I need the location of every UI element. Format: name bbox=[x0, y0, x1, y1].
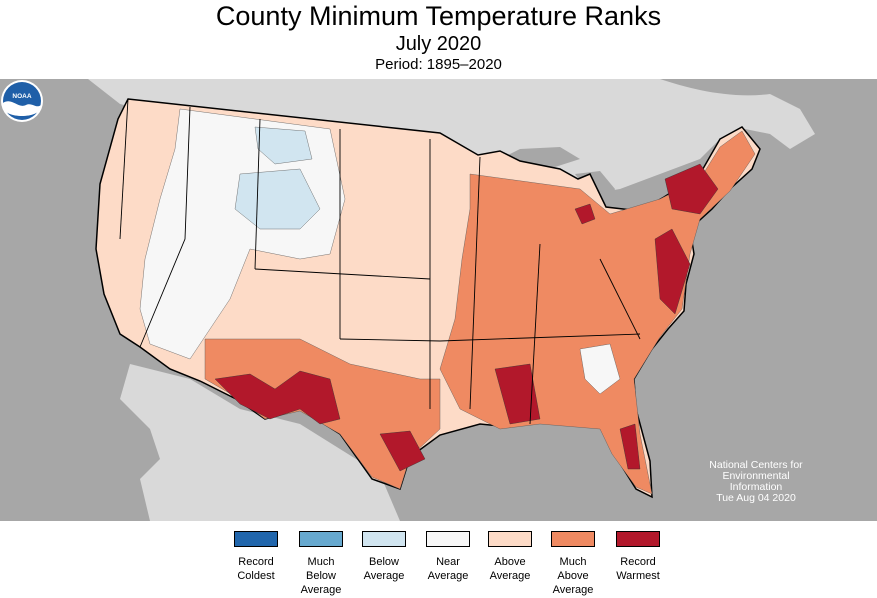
region-record-mississippi bbox=[494, 363, 541, 425]
region-near-average-southeast bbox=[579, 343, 621, 395]
legend-swatch-much-above bbox=[551, 531, 595, 547]
credit-date: Tue Aug 04 2020 bbox=[716, 492, 796, 504]
credit-line1: National Centers for bbox=[709, 459, 803, 471]
region-record-michigan bbox=[574, 203, 596, 225]
legend-label-much-below: Much Below Average bbox=[300, 556, 342, 596]
region-record-texas bbox=[379, 430, 426, 472]
credit-line2: Environmental bbox=[722, 470, 790, 482]
legend-label-much-above: Much Above Average bbox=[552, 556, 594, 596]
state-boundaries bbox=[119, 98, 641, 425]
legend-swatch-much-below bbox=[299, 531, 343, 547]
legend: Record Coldest Much Below Average Below Aver… bbox=[0, 529, 877, 598]
region-record-new-england bbox=[664, 163, 719, 215]
region-record-mid-atlantic bbox=[654, 228, 691, 315]
noaa-logo-icon: NOAA bbox=[1, 80, 43, 122]
legend-swatch-above bbox=[488, 531, 532, 547]
noaa-logo-text: NOAA bbox=[12, 93, 31, 100]
legend-swatch-below bbox=[362, 531, 406, 547]
map-period: Period: 1895–2020 bbox=[375, 56, 502, 73]
legend-swatch-near bbox=[426, 531, 470, 547]
legend-label-below: Below Average bbox=[363, 556, 405, 582]
map-title: County Minimum Temperature Ranks bbox=[215, 1, 662, 31]
credit-block: National Centers for Environmental Infor… bbox=[694, 460, 818, 504]
region-record-florida bbox=[619, 423, 641, 470]
legend-label-record-warmest: Record Warmest bbox=[616, 556, 660, 582]
credit-line3: Information bbox=[729, 481, 783, 493]
legend-swatch-record-warmest bbox=[616, 531, 660, 547]
legend-swatch-record-coldest bbox=[234, 531, 278, 547]
legend-label-near: Near Average bbox=[427, 556, 469, 582]
region-record-arizona bbox=[214, 370, 341, 425]
mexico-land bbox=[120, 364, 400, 521]
conus-map bbox=[88, 79, 815, 521]
legend-label-above: Above Average bbox=[489, 556, 531, 582]
map-subtitle: July 2020 bbox=[395, 33, 482, 55]
region-below-average-wyoming bbox=[234, 168, 321, 230]
map-panel: NOAA National Centers for Environmental … bbox=[0, 79, 877, 521]
legend-label-record-coldest: Record Coldest bbox=[237, 556, 275, 582]
region-below-average-montana bbox=[254, 126, 313, 165]
